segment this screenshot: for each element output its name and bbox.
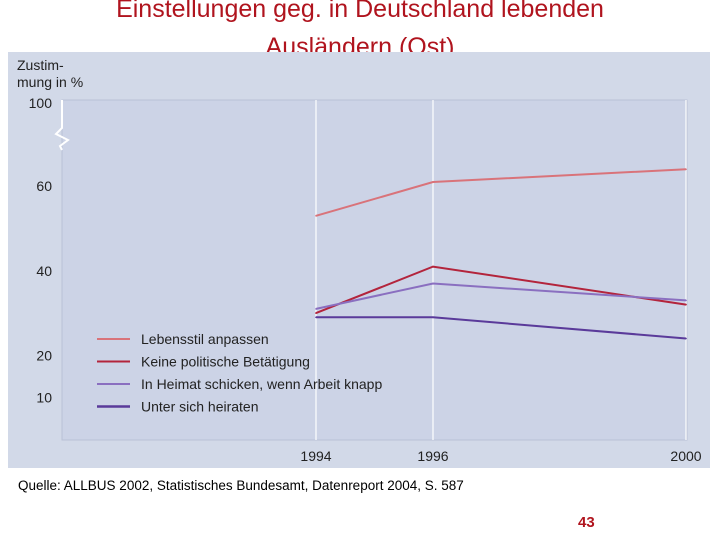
source-note: Quelle: ALLBUS 2002, Statistisches Bunde… [18, 478, 464, 493]
legend-label-1: Lebensstil anpassen [141, 331, 269, 347]
data-point-1-1996 [432, 181, 434, 183]
y-tick-label-20: 20 [36, 347, 52, 363]
y-tick-label-100: 100 [29, 95, 53, 111]
data-point-2-1996 [432, 265, 434, 268]
data-point-3-1994 [315, 308, 317, 310]
data-point-2-2000 [685, 303, 687, 306]
page-number: 43 [578, 514, 595, 531]
y-tick-label-60: 60 [36, 178, 52, 194]
data-point-4-1996 [432, 316, 434, 319]
x-tick-label-1996: 1996 [417, 448, 448, 464]
x-tick-label-1994: 1994 [300, 448, 331, 464]
data-point-3-1996 [432, 282, 434, 285]
data-point-3-2000 [685, 299, 687, 302]
data-point-4-2000 [685, 337, 687, 340]
y-axis-label-line1: Zustim- [17, 57, 64, 73]
data-point-4-1994 [315, 316, 317, 319]
x-tick-label-2000: 2000 [670, 448, 701, 464]
data-point-1-1994 [315, 215, 317, 217]
y-axis-label-line2: mung in % [17, 74, 83, 90]
data-point-1-2000 [685, 168, 687, 171]
legend-label-3: In Heimat schicken, wenn Arbeit knapp [141, 376, 382, 392]
data-point-2-1994 [315, 312, 317, 314]
chart-title-line1: Einstellungen geg. in Deutschland lebend… [116, 0, 604, 23]
y-tick-label-40: 40 [36, 263, 52, 279]
plot-area [61, 99, 688, 441]
legend-label-4: Unter sich heiraten [141, 399, 259, 415]
legend-label-2: Keine politische Betätigung [141, 354, 310, 370]
y-tick-label-10: 10 [36, 390, 52, 406]
axis-break-mark [54, 100, 70, 151]
